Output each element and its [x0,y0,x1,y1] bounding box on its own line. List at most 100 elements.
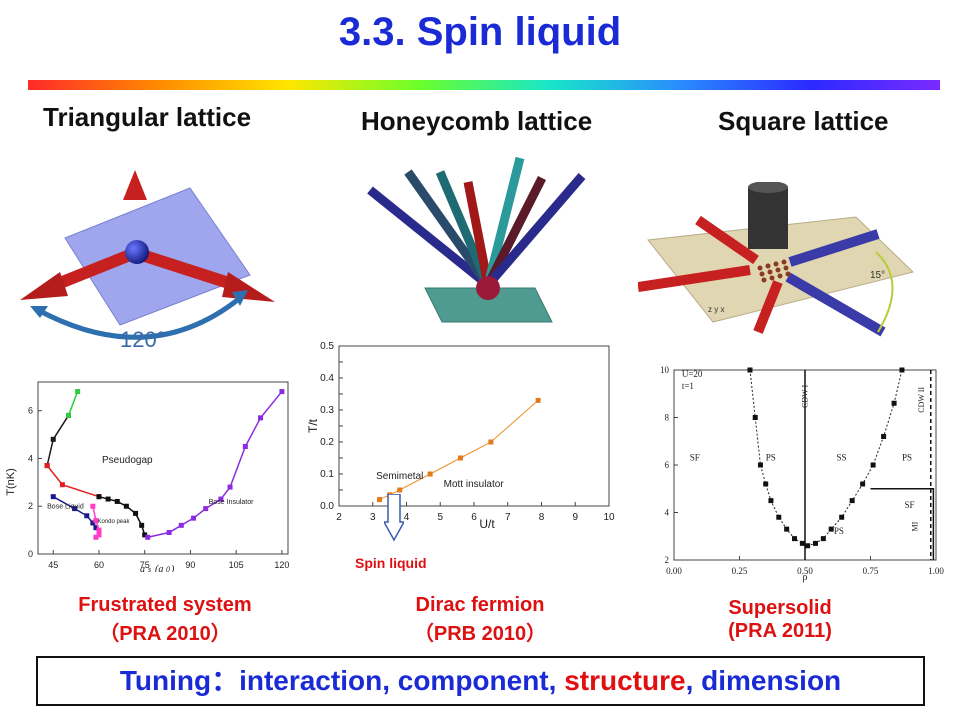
spin-rod [483,156,525,287]
arrow-head [222,272,275,302]
data-point [50,436,56,442]
data-point [93,525,99,531]
data-point [427,471,433,477]
spin-rod [404,169,492,288]
tuning-prefix: Tuning：interaction, component, [119,665,565,696]
data-point [203,506,209,512]
y-tick-label: 0.1 [320,469,334,480]
data-point [96,494,102,500]
x-axis-label: 0 [166,565,170,572]
phase-label: U=20 [682,369,703,379]
frustrated-caption-line2: （PRA 2010） [99,623,231,645]
dirac-fermion-chart: 2 3 4 5 6 7 8 9 10 0.0 0.1 0.2 0.3 0.4 0.5 U/t T/t Semime… [305,336,621,532]
y-tick-label: 2 [665,555,670,565]
laser-beam-blue [788,229,880,267]
data-point [72,506,78,512]
data-point [805,543,811,549]
tuning-suffix: , dimension [685,665,842,696]
phase-label: CDW II [917,387,926,413]
data-point [65,412,71,418]
x-tick-label: 0.25 [732,566,748,576]
data-point [839,514,845,520]
x-tick-label: 0.75 [863,566,879,576]
data-point [75,389,81,395]
data-point [820,536,826,542]
dirac-caption-line1: Dirac fermion [415,594,545,616]
phase-label: t=1 [682,381,694,391]
phase-label: PS [902,452,912,462]
data-point [812,540,818,546]
data-point [784,526,790,532]
data-point [763,481,769,487]
data-point [860,481,866,487]
series-line [147,391,283,539]
data-point [891,400,897,406]
x-tick-label: 10 [603,512,615,523]
data-point [776,514,782,520]
x-tick-label: 120 [274,560,289,570]
data-point [747,367,753,373]
data-point [881,434,887,439]
data-point [114,498,120,504]
data-point [757,462,763,468]
y-tick-label: 0.3 [320,405,334,416]
spin-liquid-label: Spin liquid [355,555,427,571]
rainbow-divider [28,80,940,90]
y-tick-label: 0.4 [320,373,334,384]
spin-arrow-left [52,249,133,291]
lens-cylinder [748,187,788,249]
y-tick-label: 4 [665,508,670,518]
x-tick-label: 7 [505,512,511,523]
data-point [899,367,905,373]
arrow-head [20,272,68,300]
laser-beam-red [695,215,759,265]
annotation-bose-liquid: Bose Liquid [47,504,84,511]
data-point [377,497,382,503]
x-axis-label: U/t [479,517,495,531]
data-point [870,462,876,468]
y-tick-label: 0.2 [320,437,334,448]
supersolid-caption-line2: (PRA 2011) [728,620,832,642]
x-tick-label: 90 [185,560,195,570]
dirac-caption: Dirac fermion （PRB 2010） [360,594,600,646]
x-axis-label: ρ [803,572,808,583]
tuning-box: Tuning：interaction, component, structure… [36,656,925,706]
angle-label: 120° [120,327,166,352]
spin-arrow-right [140,249,237,291]
rotation-arc [36,296,242,340]
spin-rod [463,181,493,286]
axis-glyph: z y x [708,305,724,314]
x-tick-label: 60 [94,560,104,570]
honeycomb-lattice-label: Honeycomb lattice [361,106,593,136]
x-tick-label: 5 [437,512,443,523]
phase-label: MI [911,521,920,531]
annotation-bose-insulator: Bose Insulator [209,499,254,506]
spin-liquid-down-arrow [384,494,404,542]
arrow-head [30,306,48,318]
slide-title: 3.3. Spin liquid [338,10,622,54]
laser-beam-blue [785,272,886,337]
triangular-lattice-illustration: 120° [20,170,275,352]
tuning-highlight: structure [564,665,686,696]
frustrated-caption: Frustrated system （PRA 2010） [40,594,290,646]
laser-beam-red [753,280,783,334]
series-line [67,391,79,416]
data-point [90,520,96,526]
y-tick-label: 0.5 [320,341,334,352]
data-point [792,536,798,542]
x-tick-label: 1.00 [928,566,944,576]
data-point [142,532,148,538]
data-point [123,503,129,509]
arrow-head [232,290,248,306]
mi-boundary [870,488,935,560]
data-point [96,527,102,533]
x-tick-label: 0.50 [797,566,813,576]
data-point [166,530,172,535]
data-point [145,534,151,540]
arrow-head [123,170,147,200]
data-point [59,482,65,488]
data-point [139,522,145,528]
y-tick-label: 2 [28,501,33,511]
data-point [535,397,541,403]
